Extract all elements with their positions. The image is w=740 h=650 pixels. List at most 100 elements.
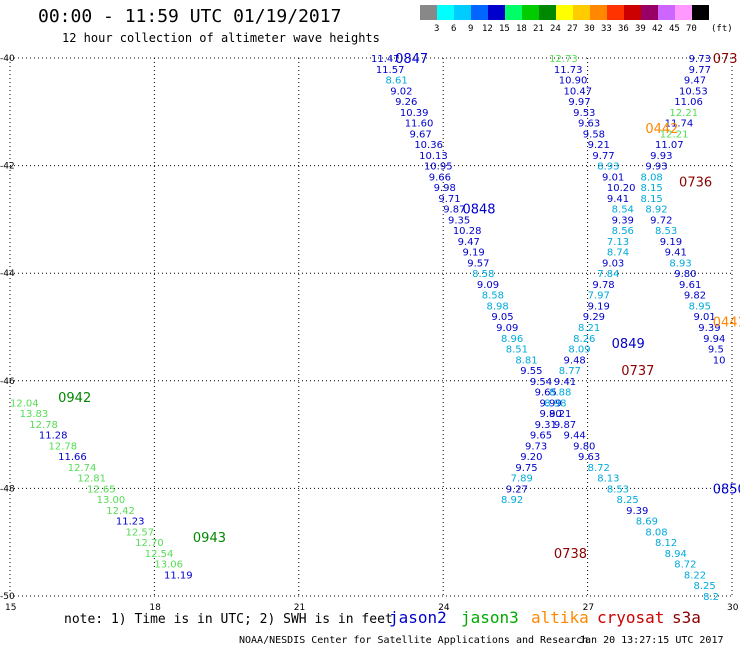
swh-value: 8.09 (568, 345, 590, 356)
legend-altika: altika (531, 608, 589, 627)
legend-cryosat: cryosat (597, 608, 665, 627)
swh-value: 12.74 (68, 463, 97, 474)
pass-time-label: 0943 (193, 531, 226, 546)
chart-subtitle: 12 hour collection of altimeter wave hei… (62, 31, 380, 45)
colorbar-label: 39 (635, 24, 646, 34)
swh-value: 9.29 (583, 312, 605, 323)
swh-value: 12.21 (660, 129, 689, 140)
colorbar-label: 18 (516, 24, 527, 34)
pass-time-label: 0738 (554, 547, 587, 562)
legend-s3a: s3a (672, 608, 701, 627)
swh-value: 9.47 (684, 76, 706, 87)
x-tick-label: 24 (438, 603, 450, 613)
swh-value: 7.13 (607, 237, 629, 248)
swh-value: 9.55 (520, 366, 542, 377)
swh-value: 8.56 (612, 226, 634, 237)
colorbar-swatch (454, 5, 471, 20)
colorbar-label: 12 (482, 24, 493, 34)
swh-value: 9.19 (462, 248, 484, 259)
swh-value: 9.39 (612, 215, 634, 226)
swh-value: 8.15 (641, 183, 663, 194)
swh-value: 11.28 (39, 431, 68, 442)
swh-value: 8.77 (559, 366, 581, 377)
colorbar-label: 45 (669, 24, 680, 34)
swh-value: 9.77 (689, 65, 711, 76)
swh-value: 8.13 (597, 474, 619, 485)
swh-value: 9.01 (602, 172, 624, 183)
swh-value: 9.63 (578, 452, 600, 463)
swh-value: 9.57 (467, 258, 489, 269)
swh-value: 9.09 (496, 323, 518, 334)
swh-value: 10.53 (679, 86, 708, 97)
swh-value: 9.53 (573, 108, 595, 119)
y-tick-label: -50 (0, 592, 15, 602)
colorbar-label: 42 (652, 24, 663, 34)
swh-value: 8.2 (703, 592, 719, 603)
swh-value: 8.26 (573, 334, 595, 345)
swh-value: 8.08 (641, 172, 663, 183)
swh-value: 9.41 (665, 248, 687, 259)
colorbar-swatch (590, 5, 607, 20)
swh-value: 12.70 (135, 538, 164, 549)
legend-jason2: jason2 (389, 608, 447, 627)
swh-value: 9.39 (626, 506, 648, 517)
swh-value: 9.77 (592, 151, 614, 162)
pass-time-label: 0736 (679, 176, 712, 191)
swh-value: 11.47 (371, 54, 400, 65)
swh-value: 13.06 (154, 560, 183, 571)
swh-value: 10.47 (564, 86, 593, 97)
swh-value: 8.22 (684, 570, 706, 581)
colorbar-swatch (505, 5, 522, 20)
colorbar-swatch (675, 5, 692, 20)
swh-value: 12.04 (10, 398, 39, 409)
chart-title: 00:00 - 11:59 UTC 01/19/2017 (38, 6, 342, 27)
swh-value: 11.60 (405, 119, 434, 130)
swh-value: 9.61 (679, 280, 701, 291)
swh-value: 12.81 (77, 474, 106, 485)
swh-value: 9.26 (395, 97, 417, 108)
swh-value: 10 (713, 355, 726, 366)
swh-value: 9.31 (535, 420, 557, 431)
swh-value: 9.5 (708, 345, 724, 356)
x-tick-label: 27 (583, 603, 594, 613)
legend-jason3: jason3 (461, 608, 519, 627)
colorbar-swatch (420, 5, 437, 20)
swh-value: 8.95 (689, 301, 711, 312)
swh-value: 12.42 (106, 506, 135, 517)
colorbar-swatch (641, 5, 658, 20)
swh-value: 9.65 (535, 388, 557, 399)
swh-value: 8.98 (487, 301, 509, 312)
swh-value: 8.81 (515, 355, 537, 366)
colorbar-swatch (556, 5, 573, 20)
swh-value: 8.25 (693, 581, 715, 592)
x-tick-label: 18 (149, 603, 161, 613)
colorbar-label: 70 (686, 24, 697, 34)
swh-value: 7.97 (588, 291, 610, 302)
swh-value: 7.89 (511, 474, 533, 485)
colorbar-label: 15 (499, 24, 510, 34)
swh-value: 12.73 (549, 54, 578, 65)
swh-value: 12.78 (29, 420, 58, 431)
colorbar-label: 36 (618, 24, 629, 34)
swh-value: 8.94 (665, 549, 687, 560)
colorbar-swatch (522, 5, 539, 20)
colorbar-swatch (437, 5, 454, 20)
swh-value: 9.39 (698, 323, 720, 334)
swh-value: 9.35 (448, 215, 470, 226)
swh-value: 8.15 (641, 194, 663, 205)
swh-value: 8.53 (607, 484, 629, 495)
colorbar-swatch (539, 5, 556, 20)
swh-value: 9.94 (703, 334, 725, 345)
swh-value: 11.74 (665, 119, 694, 130)
swh-value: 9.78 (592, 280, 614, 291)
swh-value: 9.87 (554, 420, 576, 431)
swh-value: 11.07 (655, 140, 684, 151)
y-tick-label: -44 (0, 269, 15, 279)
x-tick-label: 21 (294, 603, 305, 613)
swh-value: 9.73 (689, 54, 711, 65)
swh-value: 12.57 (126, 527, 155, 538)
swh-value: 9.58 (583, 129, 605, 140)
swh-value: 9.01 (693, 312, 715, 323)
